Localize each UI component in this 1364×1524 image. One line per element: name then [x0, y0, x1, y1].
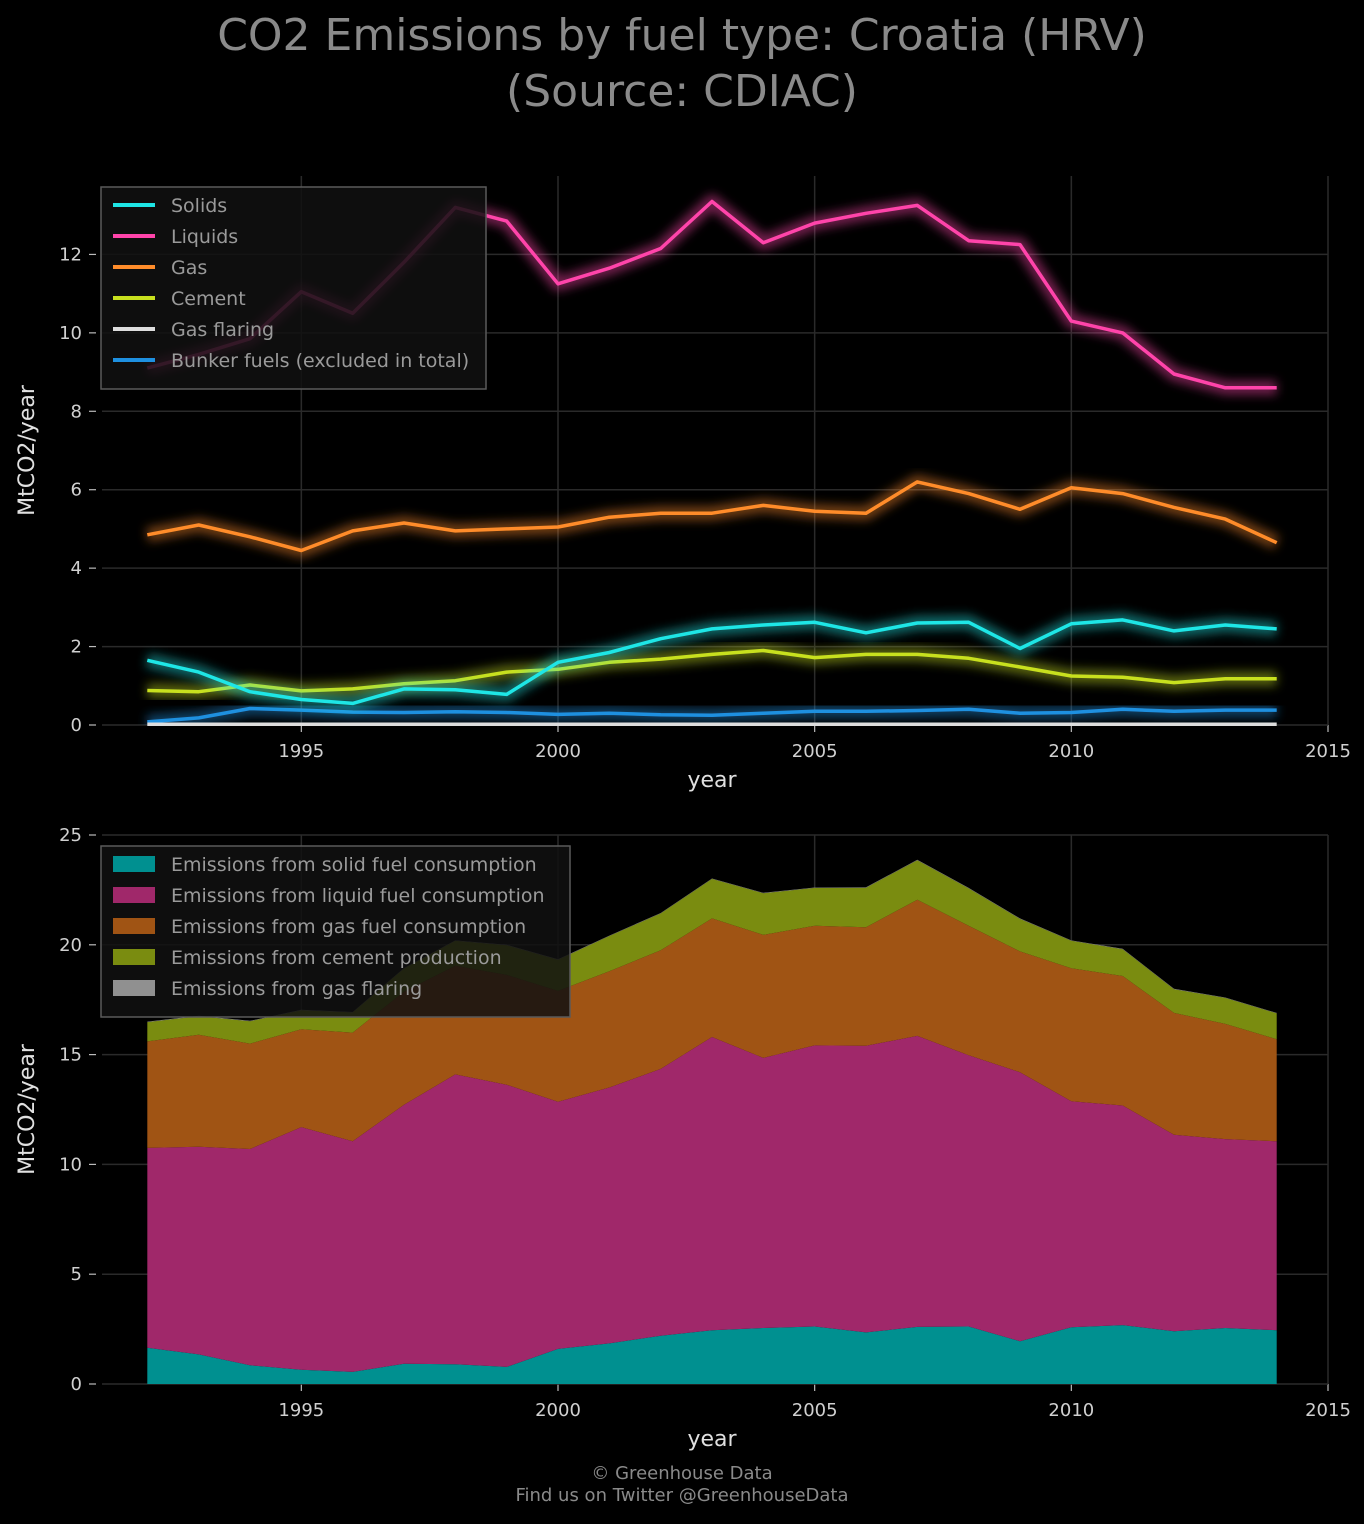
legend-swatch: [113, 949, 155, 965]
series-area: [147, 1035, 1277, 1372]
y-tick-label: 25: [59, 825, 82, 846]
x-tick-label: 1995: [278, 741, 324, 762]
series-line: [147, 706, 1277, 724]
footer-twitter: Find us on Twitter @GreenhouseData: [515, 1485, 849, 1506]
x-tick-label: 2005: [792, 1400, 838, 1421]
y-tick-label: 0: [71, 715, 82, 736]
series-area: [147, 860, 1277, 1044]
legend-label: Cement: [171, 288, 246, 310]
x-tick-label: 2000: [535, 741, 581, 762]
x-axis-label: year: [687, 1427, 737, 1452]
series-area: [147, 899, 1277, 1149]
y-tick-label: 8: [71, 401, 82, 422]
legend-label: Emissions from solid fuel consumption: [171, 854, 537, 876]
chart-title: CO2 Emissions by fuel type: Croatia (HRV…: [0, 8, 1364, 120]
y-tick-label: 15: [59, 1045, 82, 1066]
x-tick-label: 2015: [1305, 1400, 1351, 1421]
x-axis-label: year: [687, 768, 737, 793]
legend-label: Emissions from gas flaring: [171, 978, 422, 1000]
y-axis-label: MtCO2/year: [15, 1043, 40, 1175]
x-tick-label: 2005: [792, 741, 838, 762]
series-line: [147, 648, 1277, 694]
series-line: [146, 618, 1277, 706]
legend-swatch: [113, 918, 155, 934]
legend-swatch: [113, 887, 155, 903]
legend-label: Emissions from cement production: [171, 947, 502, 969]
plot-area: [145, 194, 1280, 732]
x-tick-label: 1995: [278, 1400, 324, 1421]
y-tick-label: 2: [71, 637, 82, 658]
x-tick-label: 2010: [1048, 1400, 1094, 1421]
y-tick-label: 12: [59, 244, 82, 265]
y-tick-label: 20: [59, 935, 82, 956]
area-chart: 1995 2000 2005 2010 2015 0 5 10 15 20 25 year MtCO2/…: [15, 825, 1351, 1452]
legend: Emissions from solid fuel consumption Emi…: [100, 845, 571, 1018]
y-tick-label: 5: [71, 1264, 82, 1285]
y-axis-label: MtCO2/year: [15, 384, 40, 516]
y-tick-label: 10: [59, 1154, 82, 1175]
legend: Solids Liquids Gas Cement Gas flaring Bunker …: [100, 186, 487, 390]
footer: © Greenhouse Data Find us on Twitter @Gr…: [0, 1463, 1364, 1507]
series-glow: [147, 643, 1277, 699]
x-tick-label: 2010: [1048, 741, 1094, 762]
footer-copyright: © Greenhouse Data: [591, 1463, 773, 1484]
legend-label: Gas flaring: [171, 319, 274, 341]
line-chart: 1995 2000 2005 2010 2015 0 2 4 6 8 10 12 year MtCO2/y…: [15, 176, 1351, 793]
y-tick-label: 6: [71, 480, 82, 501]
legend-box: [100, 845, 571, 1018]
plot-area: [147, 859, 1277, 1384]
title-line-1: CO2 Emissions by fuel type: Croatia (HRV…: [217, 10, 1147, 61]
series-area: [147, 1325, 1277, 1384]
legend-label: Liquids: [171, 226, 238, 248]
legend-label: Gas: [171, 257, 207, 279]
legend-swatch: [113, 856, 155, 872]
y-tick-label: 10: [59, 323, 82, 344]
legend-box: [100, 186, 487, 390]
legend-label: Bunker fuels (excluded in total): [171, 350, 469, 372]
legend-label: Solids: [171, 195, 227, 217]
legend-swatch: [113, 980, 155, 996]
legend-label: Emissions from gas fuel consumption: [171, 916, 526, 938]
x-tick-label: 2015: [1305, 741, 1351, 762]
series-line: [146, 480, 1278, 553]
legend-label: Emissions from liquid fuel consumption: [171, 885, 545, 907]
y-tick-label: 4: [71, 558, 82, 579]
x-tick-label: 2000: [535, 1400, 581, 1421]
y-tick-label: 0: [71, 1374, 82, 1395]
title-line-2: (Source: CDIAC): [506, 66, 858, 117]
